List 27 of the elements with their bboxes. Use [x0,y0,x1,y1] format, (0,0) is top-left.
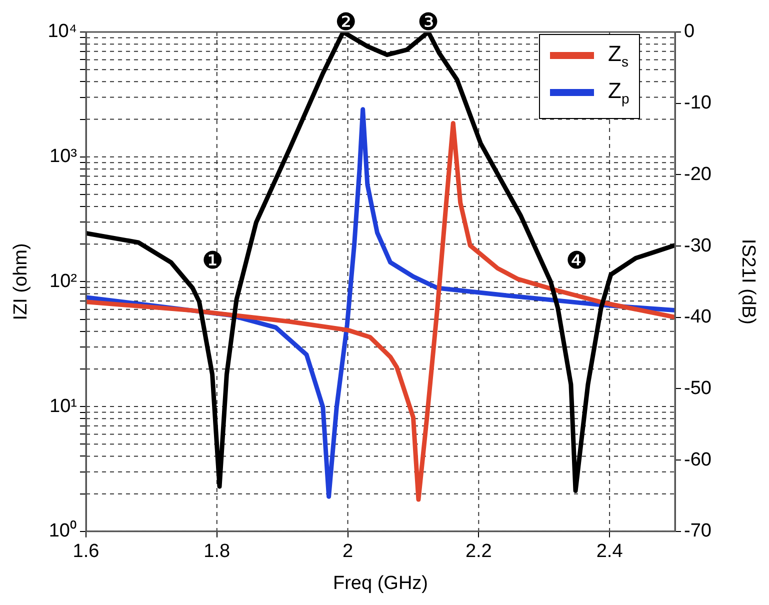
y2-tick-label: -20 [684,164,712,185]
y2-tick-label: -40 [684,306,712,328]
x-tick-label: 2 [342,541,354,562]
y-axis-title: IZI (ohm) [10,243,32,320]
annotation: ❶ [202,246,224,274]
y-tick-label: 10² [50,270,77,292]
legend-label: Z$_{s}$ [608,41,628,70]
x-tick-label: 1.6 [72,541,100,562]
y2-tick-label: -70 [684,520,712,542]
y2-tick-label: -60 [684,449,712,470]
y2-tick-label: -30 [684,235,712,256]
x-tick-label: 2.2 [465,541,492,562]
y2-axis-title: IS21I (dB) [737,238,758,324]
y2-tick-label: -50 [684,378,712,399]
annotation: ❷ [335,8,357,36]
annotation: ❹ [566,246,588,274]
y-tick-label: 10³ [50,146,77,168]
x-tick-label: 2.4 [596,541,624,562]
y-tick-label: 10⁴ [48,21,77,42]
x-tick-label: 1.8 [204,541,230,562]
x-axis-title: Freq (GHz) [333,572,428,594]
y2-tick-label: 0 [684,21,695,42]
annotation: ❸ [418,8,440,36]
y-tick-label: 10⁰ [48,520,77,542]
y2-tick-label: -10 [684,92,712,114]
legend-label: Z$_{p}$ [608,78,630,107]
y-tick-label: 10¹ [50,396,77,417]
